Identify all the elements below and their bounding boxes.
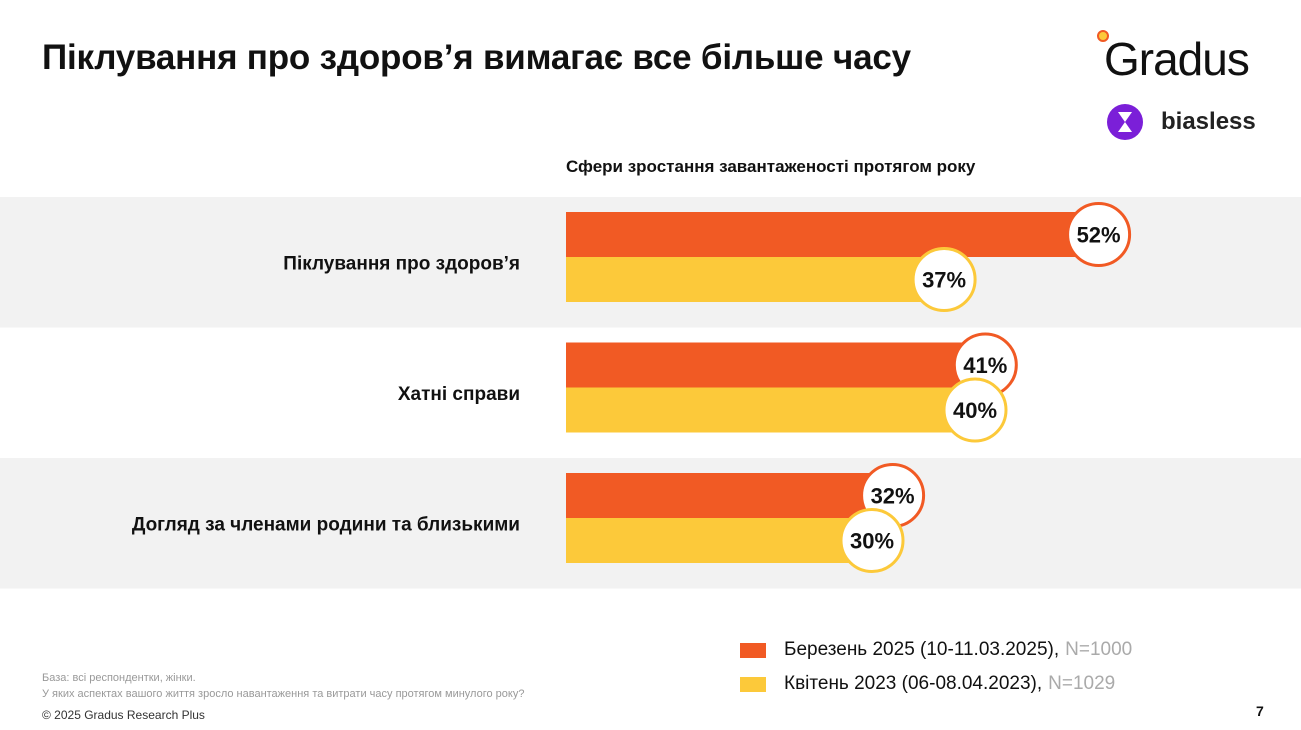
data-label: 41% [963,353,1007,378]
data-label: 37% [922,268,966,293]
bar [566,518,875,563]
data-label-bubble [911,247,977,312]
bar [566,212,1102,257]
legend-swatch-2023 [740,676,766,692]
data-label: 32% [871,484,915,509]
bar [566,257,948,302]
data-label-bubble [942,377,1008,443]
legend-item-2025: Березень 2025 (10-11.03.2025), N=1000 [740,633,1132,667]
bar [566,387,978,433]
copyright: © 2025 Gradus Research Plus [42,708,205,722]
chart-title: Сфери зростання завантаженості протягом … [566,157,976,176]
bar [566,473,896,518]
page-number: 7 [1256,703,1264,719]
hourglass-icon [1107,104,1143,140]
gradus-logo: Gradus [1104,33,1250,85]
data-label-bubble [839,508,905,573]
data-label: 40% [953,398,997,423]
data-label: 30% [850,529,894,554]
category-label: Піклування про здоров’я [283,253,520,274]
biasless-logo-text: biasless [1161,108,1256,135]
category-label: Хатні справи [398,384,520,405]
legend-item-2023: Квітень 2023 (06-08.04.2023), N=1029 [740,667,1132,701]
legend-label: Квітень 2023 (06-08.04.2023) [784,673,1037,694]
biasless-logo: biasless [1107,104,1256,140]
category-label: Догляд за членами родини та близькими [132,514,520,535]
data-label-bubble [1066,202,1132,267]
data-label: 52% [1077,223,1121,248]
footnote-base: База: всі респондентки, жінки. [42,672,196,684]
footnote-question: У яких аспектах вашого життя зросло нава… [42,688,525,700]
bar [566,342,989,388]
page-title: Піклування про здоров’я вимагає все біль… [42,38,911,77]
legend: Березень 2025 (10-11.03.2025), N=1000 Кві… [740,633,1132,701]
legend-swatch-2025 [740,642,766,658]
legend-n: N=1029 [1048,673,1116,694]
legend-label: Березень 2025 (10-11.03.2025) [784,639,1054,660]
gradus-logo-dot [1097,30,1109,42]
legend-n: N=1000 [1065,639,1133,660]
